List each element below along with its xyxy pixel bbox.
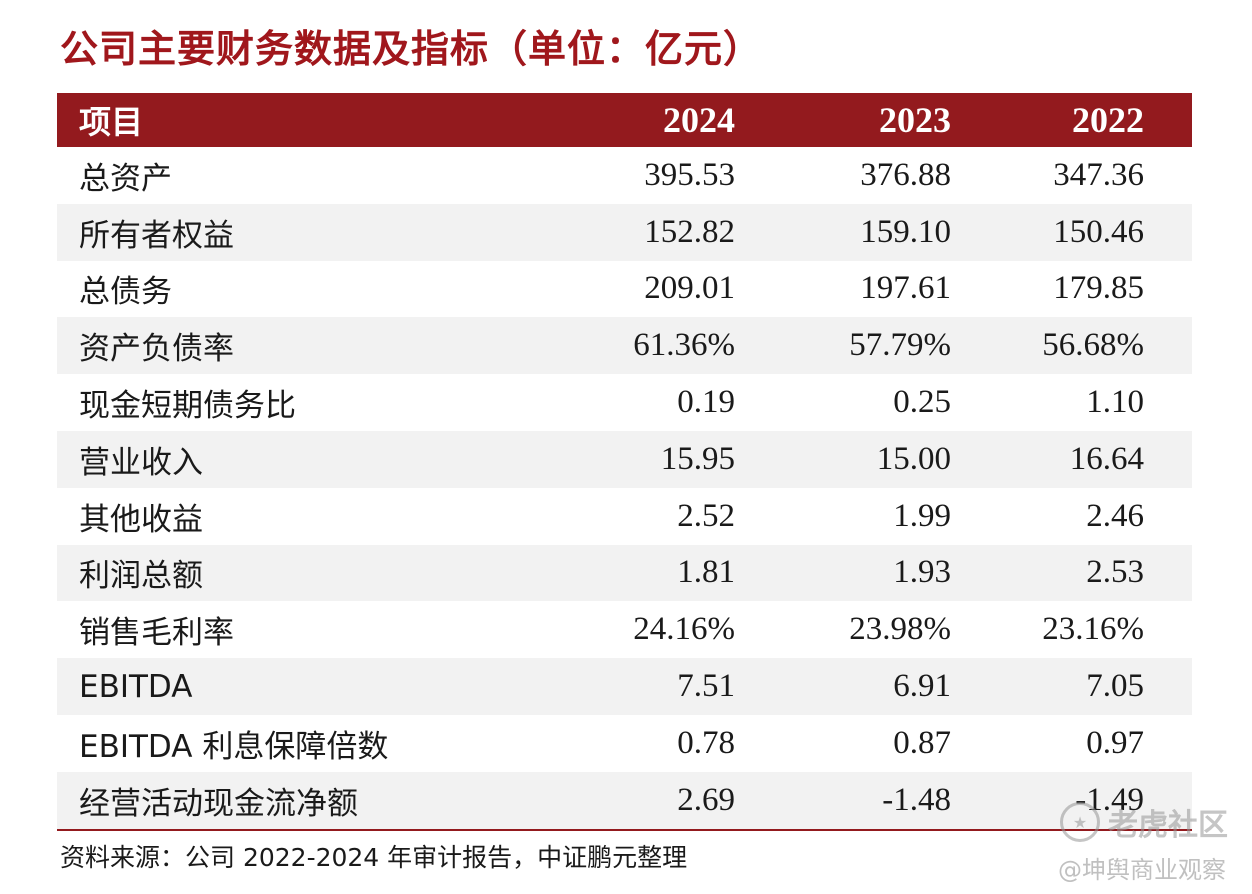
cell-2022: 347.36 [1053,156,1144,193]
cell-2022: 2.53 [1086,554,1144,591]
watermark-site-text: 老虎社区 [1108,808,1228,843]
table-bottom-rule [57,829,1192,831]
cell-2023: 1.99 [893,497,951,534]
table-header: 项目 2024 2023 2022 [57,93,1192,147]
source-note: 资料来源：公司 2022-2024 年审计报告，中证鹏元整理 [60,843,688,872]
cell-2022: 179.85 [1053,270,1144,307]
cell-2024: 209.01 [644,270,735,307]
cell-2022: 150.46 [1053,213,1144,250]
row-label: 总债务 [79,274,172,311]
table-row: EBITDA 利息保障倍数 0.78 0.87 0.97 [57,715,1192,772]
cell-2022: 0.97 [1086,724,1144,761]
row-label: EBITDA [79,668,193,705]
row-label: 总资产 [79,160,172,197]
row-label: 销售毛利率 [79,615,234,652]
row-label: 资产负债率 [79,331,234,368]
financial-table: 项目 2024 2023 2022 总资产 395.53 376.88 347.… [57,93,1192,829]
cell-2024: 15.95 [660,440,735,477]
cell-2023: 1.93 [893,554,951,591]
row-label: 现金短期债务比 [79,388,296,425]
cell-2024: 395.53 [644,156,735,193]
cell-2023: 23.98% [849,611,951,648]
header-label: 项目 [79,103,144,141]
header-2023: 2023 [879,100,951,140]
table-row: 所有者权益 152.82 159.10 150.46 [57,203,1192,261]
cell-2022: 56.68% [1042,327,1144,364]
cell-2024: 2.52 [677,497,735,534]
table-row: 总资产 395.53 376.88 347.36 [57,147,1192,204]
cell-2023: 6.91 [893,668,951,705]
cell-2023: 159.10 [860,213,951,250]
table-row: 销售毛利率 24.16% 23.98% 23.16% [57,601,1192,658]
cell-2023: 376.88 [860,156,951,193]
cell-2023: 0.25 [893,384,951,421]
cell-2022: 1.10 [1086,384,1144,421]
cell-2024: 24.16% [633,611,735,648]
cell-2024: 61.36% [633,327,735,364]
table-row: EBITDA 7.51 6.91 7.05 [57,658,1192,715]
row-label: 营业收入 [79,444,203,481]
page-title: 公司主要财务数据及指标（单位：亿元） [60,27,763,71]
cell-2024: 7.51 [677,668,735,705]
cell-2023: 57.79% [849,327,951,364]
header-2024: 2024 [663,100,735,140]
table-row: 营业收入 15.95 15.00 16.64 [57,430,1192,488]
row-label: 所有者权益 [79,217,234,254]
row-label: 利润总额 [79,558,203,595]
tiger-logo-icon: ★ [1060,802,1100,842]
table-row: 资产负债率 61.36% 57.79% 56.68% [57,317,1192,375]
row-label: 其他收益 [79,501,203,538]
cell-2022: 7.05 [1086,668,1144,705]
table-row: 现金短期债务比 0.19 0.25 1.10 [57,374,1192,431]
cell-2024: 0.78 [677,724,735,761]
table-row: 经营活动现金流净额 2.69 -1.48 -1.49 [57,771,1192,829]
cell-2023: 197.61 [860,270,951,307]
cell-2024: 0.19 [677,384,735,421]
row-label: 经营活动现金流净额 [79,785,358,822]
row-label: EBITDA 利息保障倍数 [79,728,389,765]
cell-2023: 15.00 [876,440,951,477]
cell-2024: 1.81 [677,554,735,591]
cell-2024: 2.69 [677,781,735,818]
cell-2022: 2.46 [1086,497,1144,534]
cell-2024: 152.82 [644,213,735,250]
header-2022: 2022 [1072,100,1144,140]
cell-2022: 23.16% [1042,611,1144,648]
cell-2023: -1.48 [882,781,951,818]
table-row: 其他收益 2.52 1.99 2.46 [57,488,1192,545]
table-row: 利润总额 1.81 1.93 2.53 [57,544,1192,602]
cell-2023: 0.87 [893,724,951,761]
watermark-site: ★ 老虎社区 [1060,800,1228,844]
table-row: 总债务 209.01 197.61 179.85 [57,261,1192,318]
watermark-author: @坤舆商业观察 [1058,856,1226,884]
cell-2022: 16.64 [1069,440,1144,477]
